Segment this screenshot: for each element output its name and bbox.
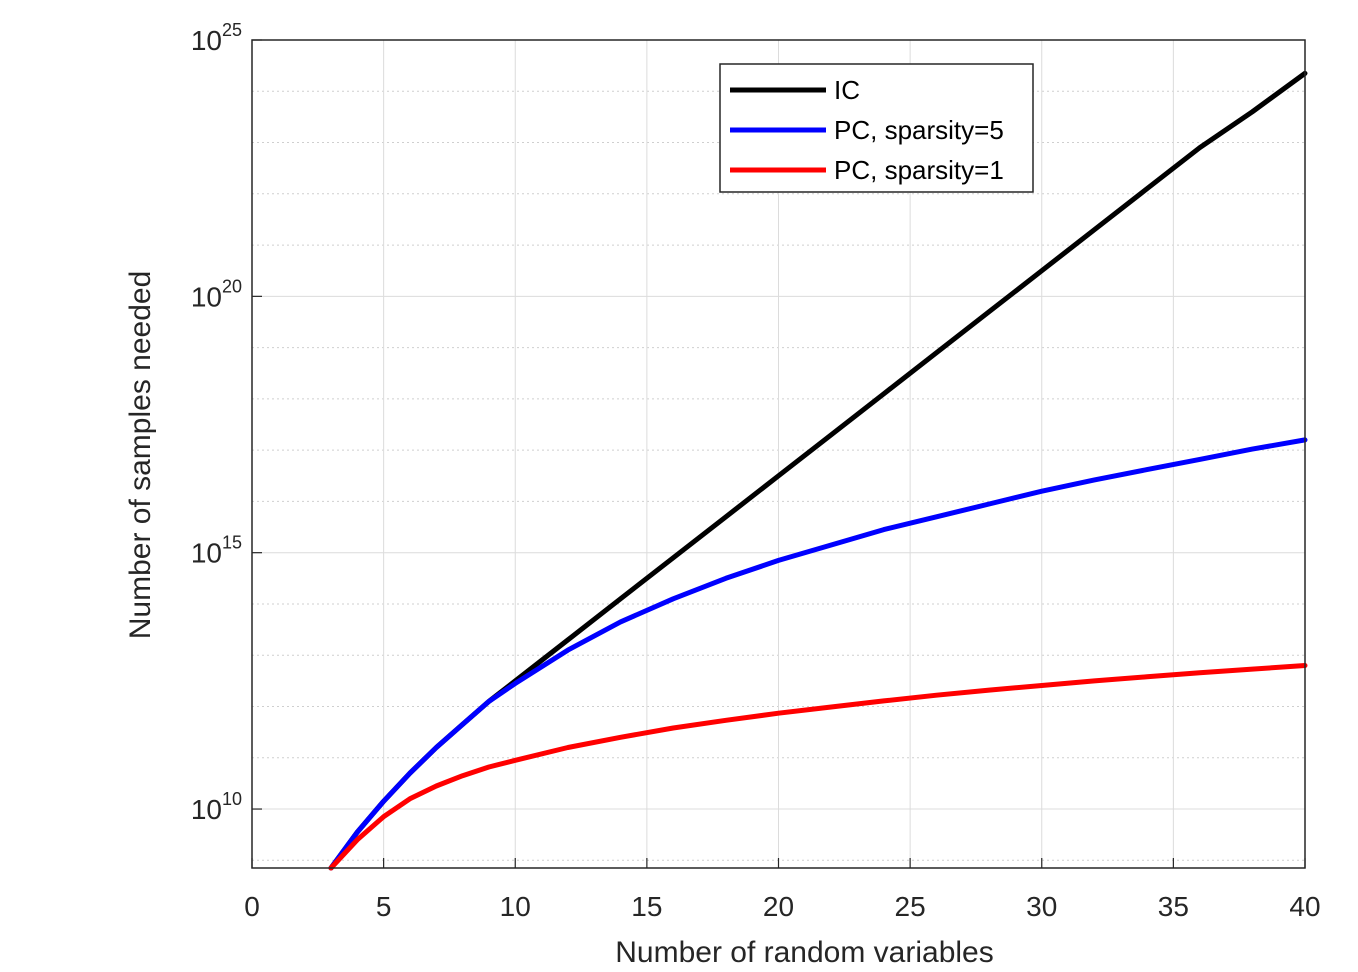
x-axis-label: Number of random variables	[615, 936, 994, 969]
series-layer	[328, 70, 1308, 871]
x-tick-label: 15	[631, 891, 662, 922]
x-tick-label: 35	[1158, 891, 1189, 922]
x-tick-label: 40	[1289, 891, 1320, 922]
x-tick-label: 10	[500, 891, 531, 922]
series-line	[328, 663, 1308, 871]
y-tick-label: 1025	[191, 20, 242, 56]
x-tick-label: 30	[1026, 891, 1057, 922]
x-axis-ticks: 0 5 10 15 20 25 30 35 40	[244, 858, 1321, 922]
legend-label: PC, sparsity=1	[834, 155, 1004, 185]
x-tick-label: 5	[376, 891, 392, 922]
y-axis-ticks: 1010 1015 1020 1025	[191, 20, 262, 825]
y-tick-label: 1015	[191, 533, 242, 569]
legend-label: IC	[834, 75, 860, 105]
x-tick-label: 0	[244, 891, 260, 922]
legend-label: PC, sparsity=5	[834, 115, 1004, 145]
y-axis-label: Number of samples needed	[124, 271, 157, 640]
y-tick-label: 1010	[191, 789, 242, 825]
x-tick-label: 25	[895, 891, 926, 922]
x-tick-label: 20	[763, 891, 794, 922]
y-tick-label: 1020	[191, 276, 242, 312]
series-line	[328, 437, 1308, 871]
legend: IC PC, sparsity=5 PC, sparsity=1	[719, 63, 1034, 193]
